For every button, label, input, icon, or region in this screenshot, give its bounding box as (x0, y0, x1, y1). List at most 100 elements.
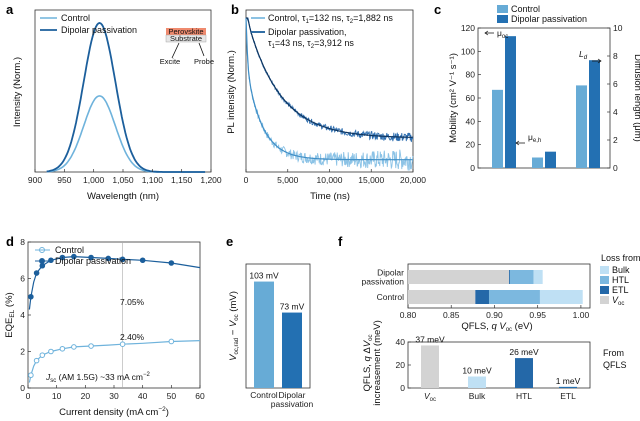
y2-tick-label: 4 (613, 107, 618, 117)
legend-label-dipolar: Dipolar passivation (61, 25, 137, 35)
y-tick-label: 8 (20, 237, 25, 247)
y-axis-label-c: Mobility (cm² V⁻¹ s⁻¹) (448, 53, 459, 143)
x-tick-label: 1,200 (200, 175, 222, 185)
x-tick-label: 20 (81, 391, 91, 401)
legend-label-control-d: Control (55, 245, 84, 255)
plot-frame-e (245, 263, 311, 389)
bar-dipolar-1 (545, 151, 556, 168)
legend-label-control-c: Control (511, 4, 540, 14)
legend-swatch-f (600, 296, 609, 304)
panel-a: a 900 950 1,000 1,050 1,100 1,150 1,200 Wavele… (6, 2, 222, 202)
data-marker-dipolar (168, 260, 175, 266)
x-tick-label: 10 (52, 391, 62, 401)
x-tick-label: 10,000 (317, 175, 343, 185)
y-tick-label: 0 (470, 163, 475, 173)
y-tick-label: 120 (461, 23, 475, 33)
y2-tick-label: 0 (613, 163, 618, 173)
y-tick-label: 6 (20, 274, 25, 284)
data-marker-control (168, 338, 175, 345)
y-tick-label: 40 (466, 116, 476, 126)
panel-letter-a: a (6, 2, 14, 17)
legend-label-dipolar-c: Dipolar passivation (511, 14, 587, 24)
x-tick-label: 0.80 (400, 310, 417, 320)
legend-label-f: Bulk (612, 265, 630, 275)
y-axis-label-f-bottom-2: increasement (meV) (372, 320, 383, 406)
category-label-f: Voc (424, 391, 436, 403)
series-dipolar-fit (246, 17, 413, 138)
data-marker-dipolar (59, 254, 66, 261)
x-ticks-d: 0 10 20 30 40 50 60 (26, 385, 205, 401)
legend-label-control-b: Control, τ1=132 ns, τ2=1,882 ns (268, 13, 393, 25)
annotation-dipolar-value: 7.05% (120, 297, 145, 307)
x-ticks-a: 900 950 1,000 1,050 1,100 1,150 1,200 (28, 169, 222, 185)
x-axis-label-b: Time (ns) (310, 191, 350, 202)
row-label-f: passivation (361, 277, 404, 287)
panel-letter-f: f (338, 234, 343, 249)
panel-b: b 0 5,000 10,000 15,000 20,000 Time (ns) PL … (226, 2, 426, 202)
bar-control-2 (576, 85, 587, 168)
data-marker-control (33, 357, 40, 364)
bar-value-label-f: 26 meV (509, 347, 539, 357)
y-tick-label: 100 (461, 46, 475, 56)
bar-f-bottom-3 (559, 386, 577, 388)
y-axis-label-d: EQEEL (%) (4, 292, 16, 337)
x-tick-label: 0.90 (486, 310, 503, 320)
annotation-control-value: 2.40% (120, 332, 145, 342)
x-tick-label: 20,000 (400, 175, 426, 185)
inset-substrate-label: Substrate (170, 34, 202, 43)
x-ticks-f: 0.80 0.85 0.90 0.95 1.00 (400, 305, 590, 320)
arrow-left-mueh (515, 140, 525, 146)
x-tick-label: 0 (26, 391, 31, 401)
bar-value-label-e: 73 mV (280, 302, 305, 312)
data-marker-control (39, 352, 46, 358)
x-tick-label: 1.00 (573, 310, 590, 320)
bar-value-label-f: 10 meV (462, 366, 492, 376)
series-dipolar-d (28, 255, 201, 310)
y-axis-label-b: PL intensity (Norm.) (226, 50, 237, 134)
y-tick-label: 4 (20, 310, 25, 320)
y-tick-label: 0 (400, 383, 405, 393)
x-tick-label: 900 (28, 175, 42, 185)
category-label-e: Control (250, 390, 278, 400)
series-control-fit (245, 17, 413, 161)
stacked-segment-voc (408, 270, 510, 284)
data-marker-control (119, 341, 126, 348)
y-axis-label-f-bottom-1: QFLS, q ΔVoc (362, 334, 374, 391)
x-tick-label: 40 (138, 391, 148, 401)
bar-dipolar-e (282, 312, 302, 388)
inset-substrate-layer (165, 34, 207, 43)
legend-swatch-f (600, 266, 609, 274)
inset-excite-label: Excite (160, 57, 180, 66)
category-label-f: HTL (516, 391, 532, 401)
group-label-mueh: μe,h (528, 132, 541, 144)
y2-tick-label: 10 (613, 23, 623, 33)
plot-frame-f-top (407, 263, 591, 309)
legend-swatch-dipolar-c (497, 15, 508, 23)
data-marker-control (28, 372, 34, 379)
y-tick-label: 2 (20, 347, 25, 357)
x-tick-label: 60 (195, 391, 205, 401)
x-tick-label: 0.95 (529, 310, 546, 320)
bar-dipolar-2 (589, 60, 600, 169)
legend-label-f: ETL (612, 285, 629, 295)
stacked-segment-etl (509, 270, 510, 284)
legend-label-dipolar-b-line2: τ1=43 ns, τ2=3,912 ns (268, 38, 354, 50)
y-tick-label: 0 (20, 383, 25, 393)
x-ticks-b: 0 5,000 10,000 15,000 20,000 (244, 169, 426, 185)
bar-value-label-e: 103 mV (249, 271, 279, 281)
stacked-segment-etl (475, 290, 489, 304)
y-tick-label: 60 (466, 93, 476, 103)
series-control-d (28, 340, 201, 383)
category-label-f: ETL (560, 391, 576, 401)
side-label-qfls: QFLS (603, 360, 627, 370)
group-label-muoc: μoc (497, 28, 508, 40)
y2-ticks-c: 0 2 4 6 8 10 (607, 23, 623, 173)
stacked-segment-voc (408, 290, 476, 304)
bar-control-1 (532, 157, 543, 168)
bar-control-e (254, 281, 274, 388)
data-marker-dipolar (105, 255, 112, 262)
